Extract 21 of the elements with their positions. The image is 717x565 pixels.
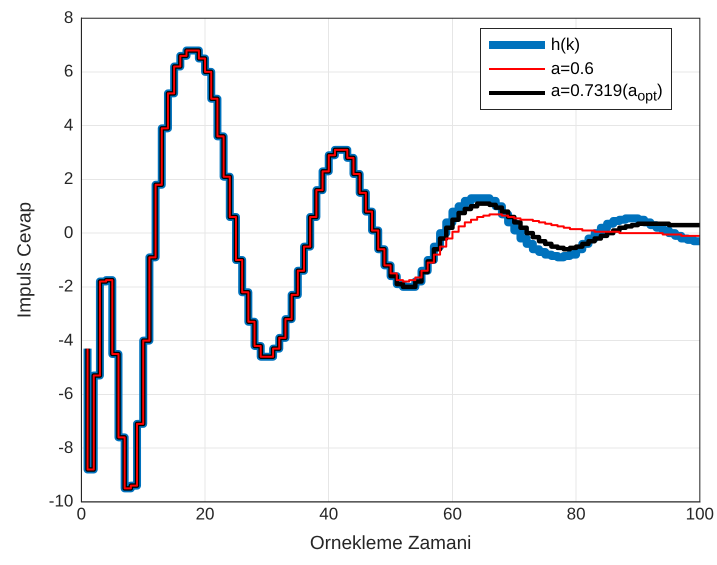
y-tick-label: 4 [64, 115, 74, 134]
y-tick-label: -8 [58, 438, 74, 457]
y-tick-label: 6 [64, 62, 74, 81]
x-tick-label: 20 [196, 504, 215, 524]
y-axis-title: Impuls Cevap [14, 202, 36, 318]
y-tick-label: -10 [48, 491, 74, 510]
x-tick-label: 40 [319, 504, 338, 524]
y-tick-label: 2 [64, 169, 74, 188]
x-tick-label: 60 [442, 504, 462, 524]
y-tick-label: -4 [58, 330, 74, 350]
x-tick-label: 80 [566, 504, 586, 524]
y-tick-label: 8 [64, 8, 74, 27]
y-tick-label: -6 [58, 384, 74, 404]
x-axis-title: Ornekleme Zamani [310, 532, 472, 554]
legend-label: h(k) [550, 35, 580, 56]
y-tick-label: -2 [58, 276, 74, 296]
legend-label: a=0.6 [550, 59, 594, 80]
x-tick-label: 0 [76, 504, 86, 524]
x-tick-label: 100 [686, 504, 714, 524]
legend-label: a=0.7319(a$_{opt}$) [550, 81, 663, 105]
y-tick-label: 0 [64, 222, 74, 242]
